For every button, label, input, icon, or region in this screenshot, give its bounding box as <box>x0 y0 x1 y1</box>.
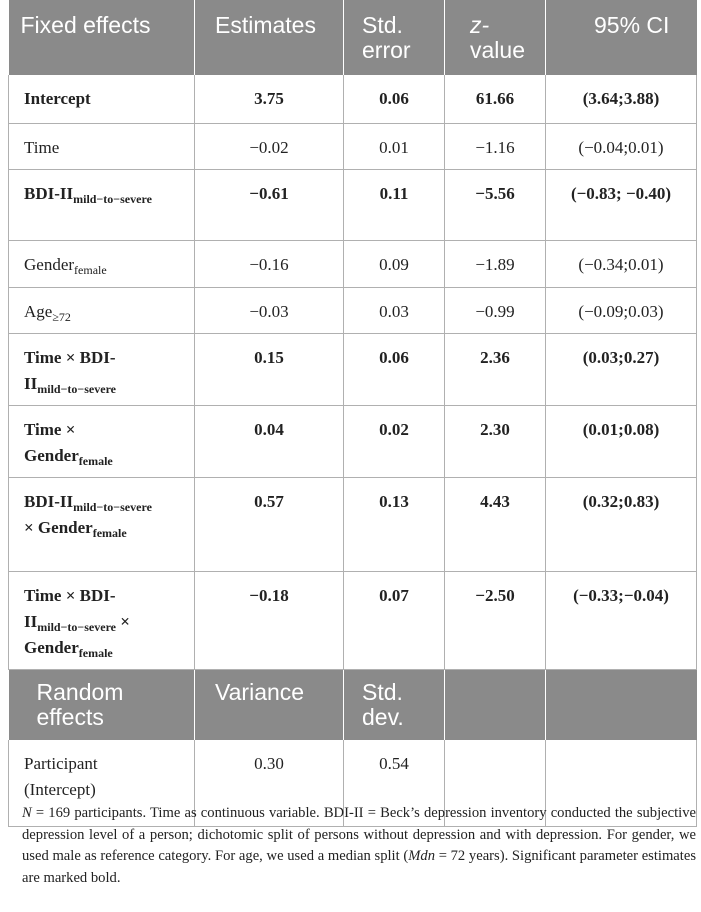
estimate-cell: −0.18 <box>194 571 344 670</box>
z-value-cell: −0.99 <box>444 287 546 334</box>
header-estimates: Estimates <box>194 0 344 75</box>
empty-cell <box>545 740 697 827</box>
table-row: Time × Genderfemale 0.04 0.02 2.30 (0.01… <box>8 405 697 478</box>
std-error-cell: 0.01 <box>343 123 445 170</box>
row-label: Participant (Intercept) <box>8 740 195 827</box>
n-symbol: N <box>22 805 32 821</box>
results-table: Fixed effects Estimates Std. error z-val… <box>8 0 697 827</box>
z-value-cell: −1.89 <box>444 240 546 288</box>
ci-cell: (0.03;0.27) <box>545 333 697 406</box>
estimate-cell: −0.61 <box>194 169 344 241</box>
estimate-cell: 0.04 <box>194 405 344 478</box>
ci-cell: (−0.09;0.03) <box>545 287 697 334</box>
table-row: BDI-IImild−to−severe × Genderfemale 0.57… <box>8 477 697 572</box>
row-label: Time <box>8 123 195 170</box>
z-value-cell: −5.56 <box>444 169 546 241</box>
footnote-text-2: = 72 years). Significant parameter estim… <box>22 848 696 886</box>
z-value-cell: 2.36 <box>444 333 546 406</box>
row-label: BDI-IImild−to−severe <box>8 169 195 241</box>
std-error-cell: 0.02 <box>343 405 445 478</box>
table-row: Participant (Intercept) 0.30 0.54 <box>8 740 697 827</box>
table-row: Genderfemale −0.16 0.09 −1.89 (−0.34;0.0… <box>8 240 697 288</box>
estimate-cell: −0.03 <box>194 287 344 334</box>
header-fixed-effects: Fixed effects <box>8 0 195 75</box>
std-error-cell: 0.09 <box>343 240 445 288</box>
table-row: Intercept 3.75 0.06 61.66 (3.64;3.88) <box>8 75 697 124</box>
row-label: BDI-IImild−to−severe × Genderfemale <box>8 477 195 572</box>
header-z-value: z-value <box>444 0 546 75</box>
ci-cell: (−0.04;0.01) <box>545 123 697 170</box>
header-95-ci: 95% CI <box>545 0 697 75</box>
footnote-text-1: = 169 participants. Time as continuous v… <box>22 805 696 864</box>
table-row: Time × BDI-IImild−to−severe × Genderfema… <box>8 571 697 670</box>
header-std-dev: Std. dev. <box>343 669 445 740</box>
table-footnote: N = 169 participants. Time as continuous… <box>22 803 696 889</box>
ci-cell: (0.32;0.83) <box>545 477 697 572</box>
std-dev-cell: 0.54 <box>343 740 445 827</box>
ci-cell: (−0.34;0.01) <box>545 240 697 288</box>
z-letter: z- <box>470 12 490 38</box>
table-row: Time × BDI-IImild−to−severe 0.15 0.06 2.… <box>8 333 697 406</box>
empty-cell <box>444 740 546 827</box>
row-label: Time × BDI-IImild−to−severe × Genderfema… <box>8 571 195 670</box>
ci-cell: (0.01;0.08) <box>545 405 697 478</box>
row-label: Genderfemale <box>8 240 195 288</box>
header-empty <box>545 669 697 740</box>
std-error-cell: 0.06 <box>343 333 445 406</box>
row-label: Age≥72 <box>8 287 195 334</box>
header-empty <box>444 669 546 740</box>
value-word: value <box>470 37 525 63</box>
random-effects-header-row: Random effects Variance Std. dev. <box>8 669 697 740</box>
std-error-cell: 0.07 <box>343 571 445 670</box>
table-row: BDI-IImild−to−severe −0.61 0.11 −5.56 (−… <box>8 169 697 241</box>
estimate-cell: −0.02 <box>194 123 344 170</box>
variance-cell: 0.30 <box>194 740 344 827</box>
z-value-cell: 4.43 <box>444 477 546 572</box>
header-random-effects: Random effects <box>8 669 195 740</box>
std-error-cell: 0.03 <box>343 287 445 334</box>
ci-cell: (3.64;3.88) <box>545 75 697 124</box>
table-row: Time −0.02 0.01 −1.16 (−0.04;0.01) <box>8 123 697 170</box>
estimate-cell: 3.75 <box>194 75 344 124</box>
z-value-cell: −2.50 <box>444 571 546 670</box>
header-std-error: Std. error <box>343 0 445 75</box>
estimate-cell: −0.16 <box>194 240 344 288</box>
ci-cell: (−0.33;−0.04) <box>545 571 697 670</box>
std-error-cell: 0.13 <box>343 477 445 572</box>
row-label: Time × Genderfemale <box>8 405 195 478</box>
z-value-cell: 2.30 <box>444 405 546 478</box>
z-value-cell: 61.66 <box>444 75 546 124</box>
fixed-effects-header-row: Fixed effects Estimates Std. error z-val… <box>8 0 697 75</box>
mdn-symbol: Mdn <box>408 848 435 864</box>
ci-cell: (−0.83; −0.40) <box>545 169 697 241</box>
z-value-cell: −1.16 <box>444 123 546 170</box>
row-label: Time × BDI-IImild−to−severe <box>8 333 195 406</box>
table-row: Age≥72 −0.03 0.03 −0.99 (−0.09;0.03) <box>8 287 697 334</box>
header-variance: Variance <box>194 669 344 740</box>
std-error-cell: 0.06 <box>343 75 445 124</box>
estimate-cell: 0.15 <box>194 333 344 406</box>
row-label: Intercept <box>8 75 195 124</box>
std-error-cell: 0.11 <box>343 169 445 241</box>
estimate-cell: 0.57 <box>194 477 344 572</box>
